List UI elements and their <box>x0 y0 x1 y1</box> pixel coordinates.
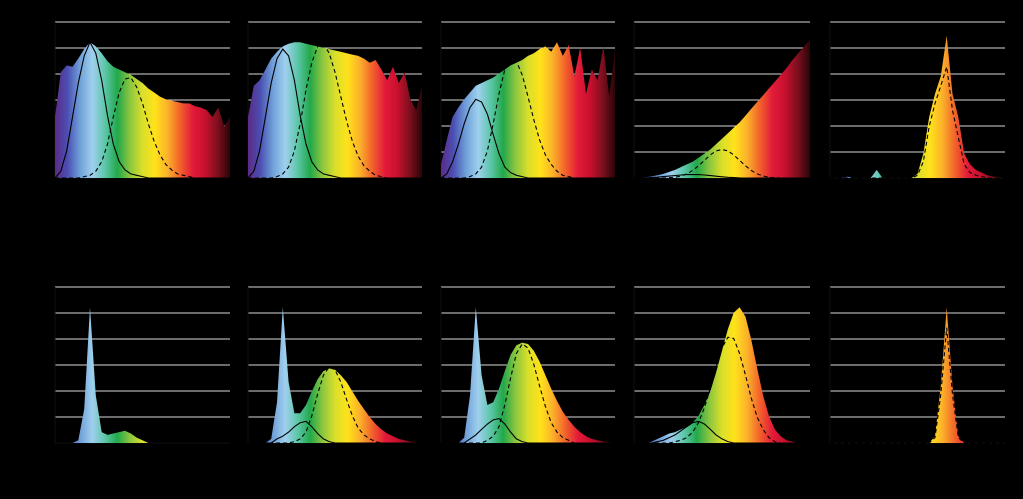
spectrum-area <box>634 39 810 178</box>
response-curve-dashed <box>55 76 230 179</box>
response-curve-solid <box>440 98 615 179</box>
spectrum-area <box>55 42 230 178</box>
panel-10 <box>829 286 1005 444</box>
panel-3 <box>440 21 615 179</box>
spectrum-area <box>634 307 810 443</box>
response-curve-dashed <box>830 66 1005 179</box>
panel-4 <box>633 21 810 179</box>
panel-8 <box>440 286 615 444</box>
response-curve-dashed <box>441 57 615 179</box>
response-curve-solid <box>54 41 230 179</box>
panel-7 <box>247 286 422 444</box>
response-curve-dashed <box>830 327 1005 444</box>
panel-9 <box>633 286 810 444</box>
panel-6 <box>54 286 230 444</box>
spectrum-area <box>441 307 615 443</box>
response-curve-dashed <box>634 336 810 444</box>
spectrum-area <box>830 35 1005 178</box>
panel-5 <box>829 21 1005 179</box>
response-curve-dashed <box>248 42 422 179</box>
response-curve-dashed <box>441 343 615 444</box>
spectrum-area <box>248 307 422 443</box>
response-curve-dashed <box>248 366 422 444</box>
spectrum-area <box>55 307 230 443</box>
panel-1 <box>54 21 230 179</box>
panel-2 <box>247 21 422 179</box>
spectrum-area <box>441 42 615 178</box>
spectrum-area <box>248 42 422 178</box>
response-curve-dashed <box>634 148 810 179</box>
